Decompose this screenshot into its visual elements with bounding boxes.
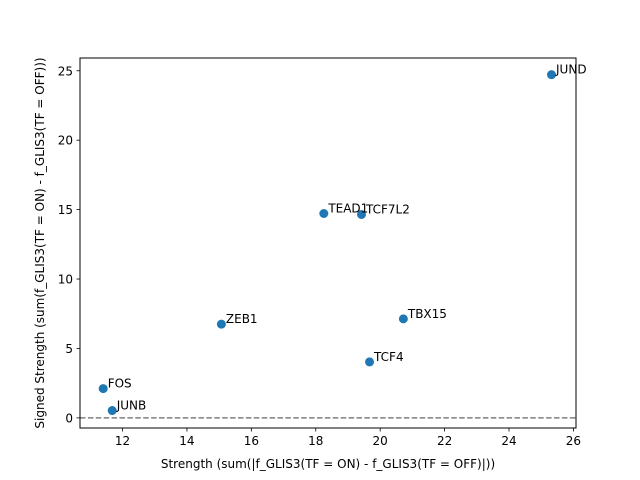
point-label-tead1: TEAD1 — [327, 201, 368, 215]
point-tbx15 — [398, 314, 408, 324]
point-label-junb: JUNB — [116, 399, 147, 413]
point-tcf4 — [365, 357, 375, 367]
x-axis-label: Strength (sum(|f_GLIS3(TF = ON) - f_GLIS… — [161, 457, 495, 471]
y-axis-label: Signed Strength (sum(f_GLIS3(TF = ON) - … — [33, 57, 47, 428]
point-label-jund: JUND — [555, 63, 587, 77]
points-layer — [98, 70, 557, 416]
x-tick-label: 26 — [566, 434, 581, 448]
x-tick-label: 22 — [437, 434, 452, 448]
y-axis-ticks: 0 5 10 15 20 25 — [58, 64, 80, 425]
point-tcf7l2 — [356, 209, 366, 219]
y-tick-label: 25 — [58, 64, 73, 78]
x-axis-ticks: 12 14 16 18 20 22 24 26 — [115, 428, 581, 448]
point-tead1 — [319, 208, 329, 218]
point-jund — [547, 70, 557, 80]
x-tick-label: 18 — [308, 434, 323, 448]
x-tick-label: 16 — [244, 434, 259, 448]
point-label-tcf4: TCF4 — [373, 350, 404, 364]
y-tick-label: 10 — [58, 273, 73, 287]
x-tick-label: 14 — [179, 434, 194, 448]
point-label-zeb1: ZEB1 — [226, 312, 258, 326]
y-tick-label: 0 — [65, 411, 73, 425]
point-label-tbx15: TBX15 — [407, 307, 447, 321]
y-tick-label: 5 — [65, 342, 73, 356]
point-fos — [98, 384, 108, 394]
y-tick-label: 20 — [58, 134, 73, 148]
point-label-tcf7l2: TCF7L2 — [365, 202, 410, 216]
x-tick-label: 20 — [373, 434, 388, 448]
point-label-fos: FOS — [108, 377, 132, 391]
y-tick-label: 15 — [58, 203, 73, 217]
plot-frame — [79, 57, 577, 429]
x-tick-label: 12 — [115, 434, 130, 448]
point-junb — [107, 406, 117, 416]
x-tick-label: 24 — [501, 434, 516, 448]
point-zeb1 — [216, 319, 226, 329]
plot-background — [80, 58, 576, 428]
